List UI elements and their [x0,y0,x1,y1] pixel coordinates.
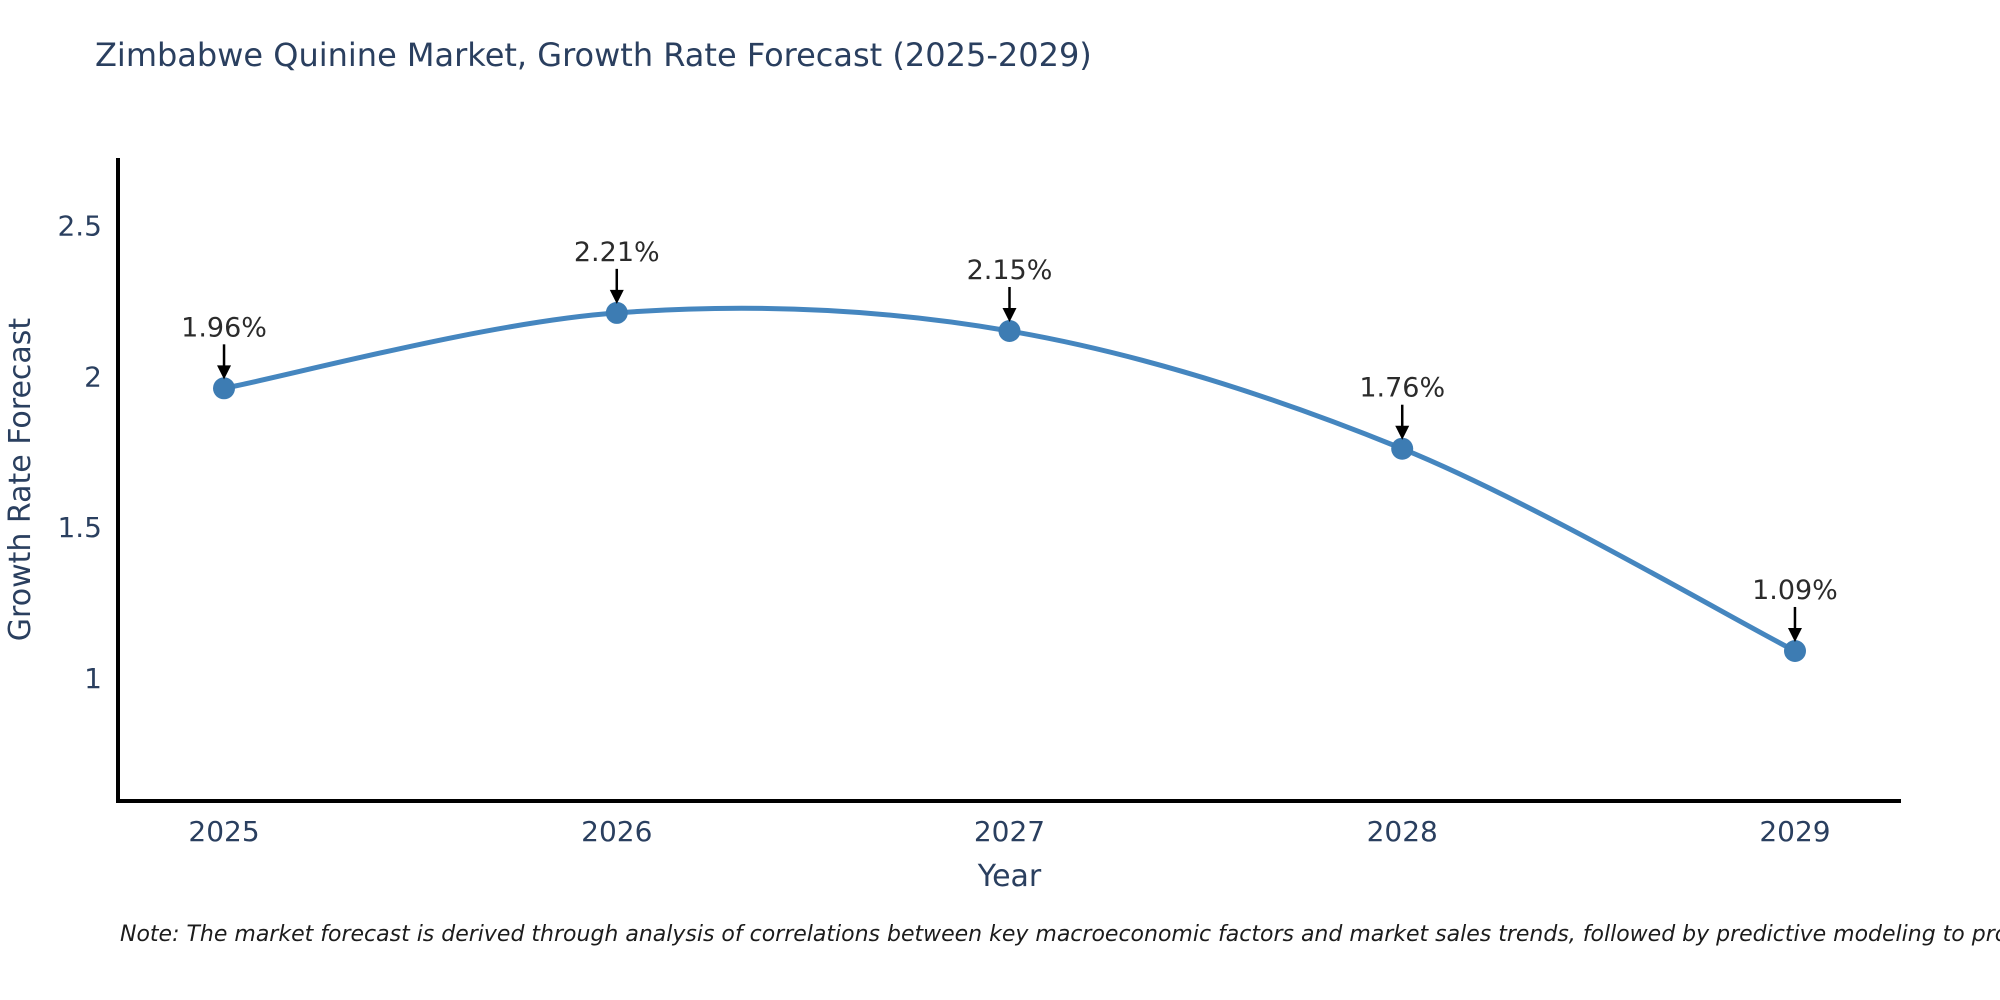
data-point-label: 1.76% [1359,373,1445,404]
data-point-marker[interactable] [1784,640,1806,662]
data-point-marker[interactable] [213,377,235,400]
x-tick-label: 2025 [188,815,259,848]
chart-title: Zimbabwe Quinine Market, Growth Rate For… [95,36,1092,74]
data-point-marker[interactable] [605,301,628,324]
y-tick-label: 1.5 [57,511,102,544]
annotation-arrowhead [1787,627,1802,642]
x-tick-label: 2029 [1759,815,1830,848]
y-tick-label: 1 [84,662,102,695]
annotation-arrowhead [1002,307,1017,322]
annotation-arrowhead [217,365,232,380]
y-axis-title: Growth Rate Forecast [3,318,38,642]
forecast-line [223,305,1797,654]
x-tick-label: 2028 [1367,815,1438,848]
x-tick-label: 2027 [974,815,1045,848]
chart-footnote: Note: The market forecast is derived thr… [120,922,2000,947]
annotation-arrowhead [609,289,624,304]
data-point-marker[interactable] [998,320,1021,342]
x-axis-title: Year [977,859,1042,894]
data-point-label: 1.96% [181,312,267,343]
y-tick-label: 2.5 [57,209,102,242]
x-tick-label: 2026 [581,815,652,848]
data-point-label: 1.09% [1752,575,1838,606]
annotation-arrowhead [1395,425,1410,440]
y-tick-label: 2 [84,360,102,393]
data-point-marker[interactable] [1391,437,1414,460]
data-point-label: 2.21% [574,237,660,268]
data-point-label: 2.15% [967,255,1053,286]
